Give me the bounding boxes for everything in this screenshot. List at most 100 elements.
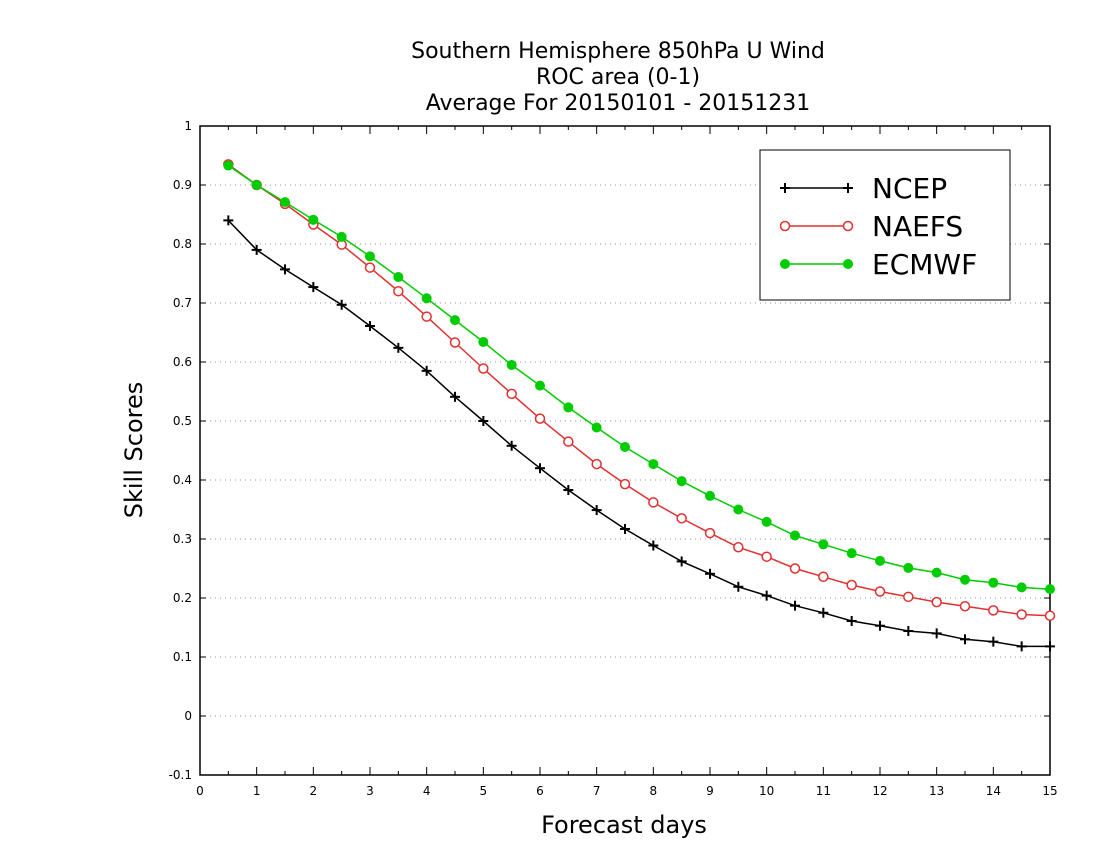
data-point-ncep (931, 628, 942, 639)
data-point-ecmwf (365, 251, 375, 262)
data-point-ncep (421, 365, 432, 376)
legend-marker-ecmwf (780, 259, 790, 269)
data-point-ecmwf (591, 422, 602, 433)
data-point-ncep (393, 342, 404, 353)
y-tick-label: 0.6 (173, 355, 192, 369)
data-point-ncep (535, 463, 545, 474)
x-tick-label: 2 (310, 784, 318, 798)
x-tick-label: 9 (706, 784, 714, 798)
data-point-naefs (818, 571, 829, 583)
data-point-ecmwf (960, 574, 970, 585)
data-point-naefs (1016, 609, 1027, 620)
data-point-ncep (365, 321, 375, 332)
y-tick-label: 0.7 (173, 296, 192, 310)
legend: NCEP NAEFS ECMWF (759, 149, 1011, 301)
data-point-naefs (1044, 610, 1056, 621)
data-point-naefs (619, 478, 631, 490)
series-ncep (223, 215, 1055, 652)
data-point-ecmwf (931, 567, 942, 578)
data-point-ecmwf (1016, 582, 1027, 593)
data-point-ecmwf (903, 562, 914, 573)
data-point-naefs (506, 388, 517, 400)
data-point-ncep (506, 440, 517, 451)
legend-box (759, 149, 1011, 301)
data-point-naefs (478, 363, 489, 374)
data-point-ncep (648, 540, 659, 551)
data-point-naefs (421, 311, 432, 322)
legend-marker-naefs (842, 220, 854, 232)
x-tick-label: 5 (480, 784, 488, 798)
legend-entry-ecmwf: ECMWF (780, 248, 977, 281)
y-tick-label: 0 (184, 709, 192, 723)
data-point-ncep (790, 600, 800, 611)
x-tick-label: 6 (536, 784, 544, 798)
y-tick-label: 0.9 (173, 178, 192, 192)
y-tick-label: 1 (184, 119, 192, 133)
y-tick-label: 0.5 (173, 414, 192, 428)
x-tick-label: 0 (196, 784, 204, 798)
y-axis-label: Skill Scores (120, 382, 148, 519)
title-line-3: Average For 20150101 - 20151231 (426, 91, 811, 116)
data-point-ncep (336, 299, 347, 310)
legend-marker-ncep (843, 183, 853, 193)
data-point-ncep (308, 282, 319, 293)
x-axis-label: Forecast days (541, 811, 707, 839)
data-point-ecmwf (421, 293, 432, 304)
data-point-naefs (534, 413, 546, 424)
data-point-naefs (393, 285, 404, 297)
x-tick-label: 3 (366, 784, 374, 798)
data-point-ecmwf (676, 476, 687, 487)
series-ecmwf (223, 160, 1055, 595)
data-point-ncep (761, 590, 772, 601)
data-point-ecmwf (988, 577, 999, 588)
data-point-naefs (789, 563, 801, 574)
data-point-ncep (223, 215, 234, 226)
data-point-ecmwf (535, 380, 545, 391)
x-tick-label: 1 (253, 784, 261, 798)
data-point-ecmwf (251, 180, 262, 190)
legend-label-naefs: NAEFS (872, 210, 963, 243)
x-tick-label: 12 (872, 784, 887, 798)
title-line-1: Southern Hemisphere 850hPa U Wind (411, 39, 825, 64)
legend-label-ecmwf: ECMWF (872, 248, 977, 281)
data-point-ecmwf (818, 539, 829, 550)
data-point-ecmwf (733, 504, 744, 515)
data-point-naefs (959, 601, 971, 612)
x-tick-label: 14 (986, 784, 1001, 798)
data-point-naefs (846, 579, 857, 591)
data-point-naefs (874, 586, 886, 597)
data-point-ecmwf (620, 441, 630, 452)
data-point-ncep (563, 485, 574, 496)
axis-ticks: -0.100.10.20.30.40.50.60.70.80.910 1 2 3 4 5 6… (169, 119, 1058, 798)
y-tick-label: -0.1 (169, 768, 192, 782)
data-point-ecmwf (478, 336, 489, 347)
legend-marker-ncep (780, 183, 790, 193)
x-tick-label: 7 (593, 784, 601, 798)
data-point-naefs (988, 605, 999, 616)
data-point-ncep (280, 264, 290, 275)
y-tick-label: 0.4 (173, 473, 192, 487)
data-point-naefs (648, 497, 659, 508)
data-point-ncep (591, 505, 602, 516)
data-point-ecmwf (308, 214, 319, 225)
legend-label-ncep: NCEP (872, 172, 947, 205)
data-point-ecmwf (1045, 584, 1055, 595)
legend-marker-ecmwf (843, 259, 853, 269)
data-point-ncep (705, 568, 715, 579)
x-tick-label: 8 (650, 784, 658, 798)
legend-entry-ncep: NCEP (780, 172, 947, 205)
title-line-2: ROC area (0-1) (536, 65, 700, 90)
data-point-naefs (733, 542, 744, 553)
data-point-ncep (818, 607, 829, 618)
data-point-ncep (1045, 641, 1055, 652)
legend-marker-naefs (779, 220, 791, 232)
data-point-ecmwf (705, 490, 715, 501)
data-point-ecmwf (393, 272, 404, 283)
data-point-ncep (676, 556, 687, 567)
data-point-ncep (988, 636, 999, 647)
data-point-naefs (761, 551, 772, 562)
x-tick-label: 10 (759, 784, 774, 798)
series-naefs (223, 159, 1056, 621)
data-point-naefs (903, 591, 914, 603)
